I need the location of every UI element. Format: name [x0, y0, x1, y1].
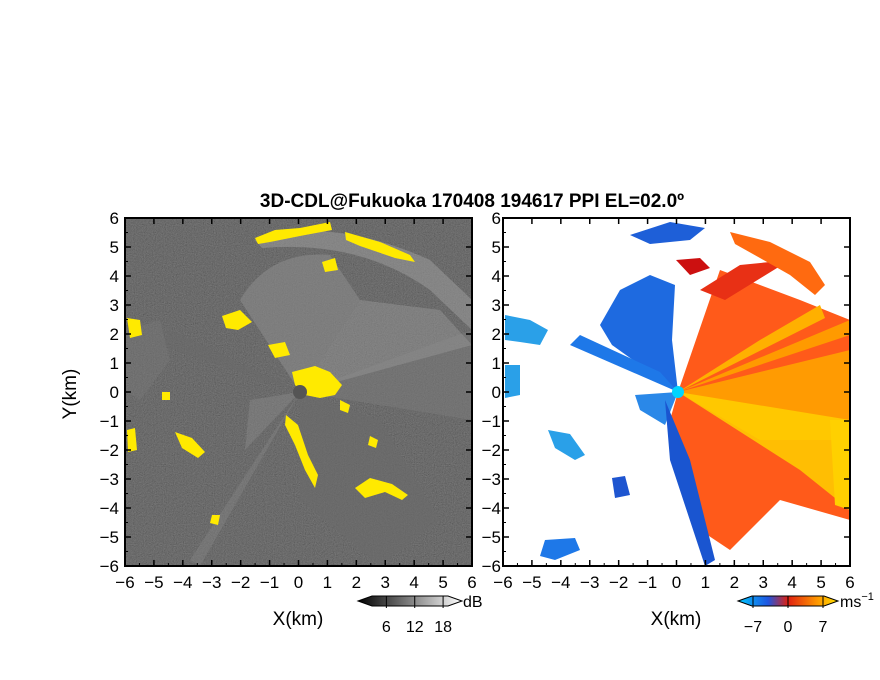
x-tick-label: 6: [845, 573, 854, 592]
x-tick-label: 3: [759, 573, 768, 592]
y-tick-label-shared: −2: [482, 441, 501, 460]
colorbar-tick-label: 7: [819, 619, 828, 636]
y-tick-label-shared: 1: [492, 354, 501, 373]
x-tick-label: −5: [522, 573, 541, 592]
x-tick-label: −2: [231, 573, 250, 592]
x-tick-label: −3: [580, 573, 599, 592]
x-tick-label: −4: [173, 573, 192, 592]
y-tick-label: −3: [100, 470, 119, 489]
colorbar-tick-label: 0: [784, 619, 793, 636]
x-tick-label: −5: [144, 573, 163, 592]
x-tick-label: −2: [609, 573, 628, 592]
y-tick-label: −6: [100, 557, 119, 576]
y-tick-label-shared: 6: [492, 209, 501, 228]
y-tick-label-shared: −3: [482, 470, 501, 489]
right-heatmap: [503, 218, 850, 566]
right-x-axis-label: X(km): [651, 609, 702, 630]
chart-title: 3D-CDL@Fukuoka 170408 194617 PPI EL=02.0…: [260, 191, 684, 212]
left-colorbar: 6 12 18 dB: [356, 594, 483, 636]
x-tick-label: −6: [115, 573, 134, 592]
y-tick-label: 2: [110, 325, 119, 344]
x-tick-label: 1: [323, 573, 332, 592]
y-tick-label-shared: −4: [482, 499, 501, 518]
y-tick-label: 3: [110, 296, 119, 315]
left-x-axis-label: X(km): [273, 609, 324, 630]
x-tick-label: −6: [493, 573, 512, 592]
x-tick-label: 4: [409, 573, 418, 592]
left-colorbar-unit: dB: [463, 594, 483, 611]
x-tick-label: 6: [467, 573, 476, 592]
y-tick-label-shared: 0: [492, 383, 501, 402]
x-tick-label: 4: [787, 573, 796, 592]
colorbar-tick-label: 6: [382, 619, 391, 636]
y-tick-label: 4: [110, 267, 119, 286]
y-tick-label-shared: 5: [492, 238, 501, 257]
left-heatmap: [125, 218, 472, 566]
x-tick-label: −1: [260, 573, 279, 592]
y-tick-label: −1: [100, 412, 119, 431]
left-y-axis-label: Y(km): [60, 369, 81, 420]
y-tick-label: −2: [100, 441, 119, 460]
y-tick-label-shared: 3: [492, 296, 501, 315]
y-tick-label: 5: [110, 238, 119, 257]
x-tick-label: 3: [381, 573, 390, 592]
colorbar-tick-label: 18: [434, 619, 452, 636]
y-tick-label: 0: [110, 383, 119, 402]
x-tick-label: −4: [551, 573, 570, 592]
y-tick-label: 1: [110, 354, 119, 373]
x-tick-label: 5: [438, 573, 447, 592]
y-tick-label-shared: 4: [492, 267, 501, 286]
x-tick-label: 2: [730, 573, 739, 592]
y-tick-label-shared: 2: [492, 325, 501, 344]
y-tick-label: 6: [110, 209, 119, 228]
x-tick-label: −3: [202, 573, 221, 592]
right-colorbar-unit: ms−1: [840, 591, 874, 611]
x-tick-label: 0: [672, 573, 681, 592]
x-tick-label: −1: [638, 573, 657, 592]
y-tick-label-shared: −1: [482, 412, 501, 431]
x-tick-label: 1: [701, 573, 710, 592]
colorbar-tick-label: 12: [406, 619, 424, 636]
y-tick-label: −5: [100, 528, 119, 547]
right-colorbar: −7 0 7 ms−1: [736, 591, 874, 636]
x-tick-label: 2: [352, 573, 361, 592]
y-tick-label-shared: −6: [482, 557, 501, 576]
y-tick-label: −4: [100, 499, 119, 518]
colorbar-tick-label: −7: [744, 619, 762, 636]
x-tick-label: 0: [294, 573, 303, 592]
x-tick-label: 5: [816, 573, 825, 592]
y-tick-label-shared: −5: [482, 528, 501, 547]
